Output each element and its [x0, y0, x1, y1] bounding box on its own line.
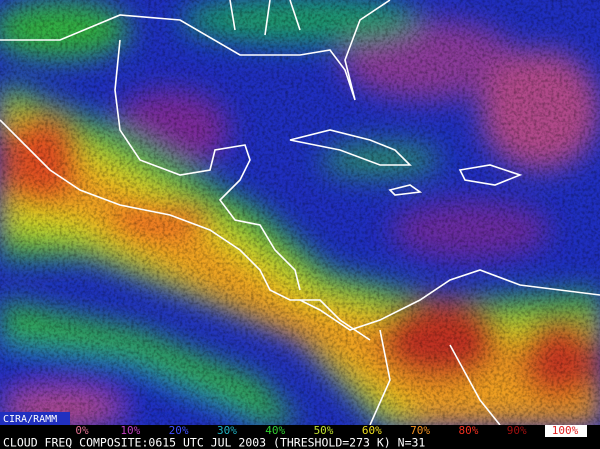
credit-box [0, 412, 70, 425]
legend-label: 50% [314, 424, 334, 437]
legend-label: 0% [75, 424, 89, 437]
coastlines [0, 0, 600, 425]
legend-label: 100% [552, 424, 579, 437]
legend-label: 60% [362, 424, 382, 437]
legend-label: 40% [265, 424, 285, 437]
legend-label: 20% [169, 424, 189, 437]
caption: CLOUD FREQ COMPOSITE:0615 UTC JUL 2003 (… [3, 436, 425, 449]
legend-swatch [545, 425, 587, 437]
caption-bar [0, 437, 600, 449]
legend-label: 80% [458, 424, 478, 437]
legend-label: 30% [217, 424, 237, 437]
credit: CIRA/RAMM [3, 414, 57, 425]
legend-label: 10% [120, 424, 140, 437]
legend: 0% 10% 20% 30% 40% 50% 60% 70% 80% 90% 100% [75, 424, 587, 437]
legend-bar [70, 425, 600, 438]
legend-label: 70% [410, 424, 430, 437]
legend-label: 90% [507, 424, 527, 437]
cloud-frequency-field [0, 0, 600, 425]
